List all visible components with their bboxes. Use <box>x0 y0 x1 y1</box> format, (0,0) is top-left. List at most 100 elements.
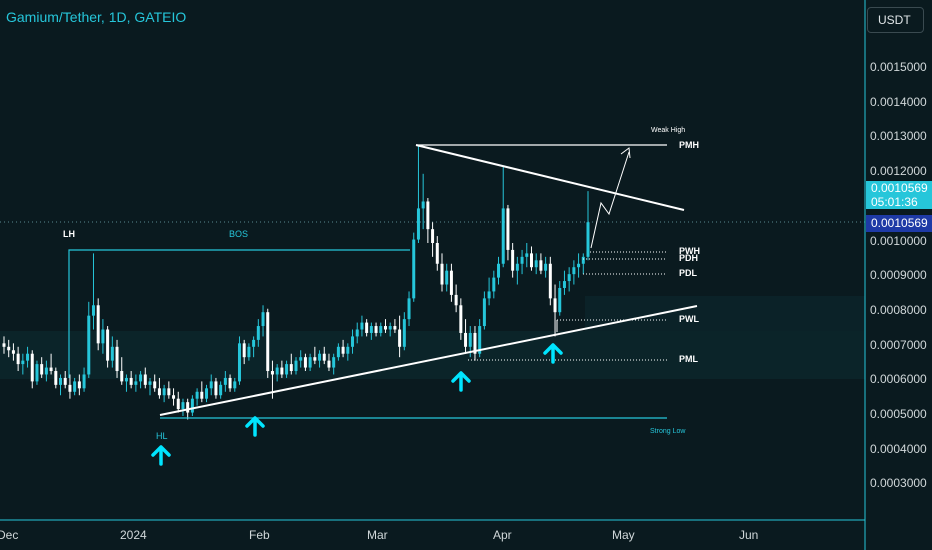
candle-body <box>525 253 529 257</box>
candle-body <box>435 243 439 264</box>
projected-path-arrowhead <box>620 147 631 159</box>
candle-body <box>327 360 331 368</box>
candle-body <box>205 388 209 399</box>
candle-body <box>101 329 105 344</box>
candle-body <box>318 353 322 361</box>
label-hl: HL <box>156 431 168 441</box>
candle-body <box>544 263 548 271</box>
price-tick: 0.0008000 <box>870 303 927 317</box>
last-price-value: 0.0010569 <box>871 181 928 195</box>
candle-body <box>77 381 81 389</box>
price-tick: 0.0005000 <box>870 407 927 421</box>
candle-body <box>586 222 590 257</box>
candle-body <box>54 371 58 385</box>
candle-body <box>21 360 25 365</box>
candle-body <box>280 367 284 375</box>
currency-selector[interactable]: USDT <box>867 7 924 33</box>
candle-body <box>172 395 176 399</box>
candle-body <box>421 201 425 209</box>
crosshair-price-badge: 0.0010569 <box>866 215 932 232</box>
candle-body <box>464 332 468 347</box>
candle-body <box>186 402 190 413</box>
candle-body <box>143 374 147 385</box>
candle-body <box>270 371 274 375</box>
candle-body <box>393 326 397 330</box>
time-tick: Mar <box>367 528 388 542</box>
time-tick: May <box>612 528 635 542</box>
time-tick: Feb <box>249 528 270 542</box>
candle-body <box>520 256 524 264</box>
candle-body <box>355 329 359 337</box>
label-lh: LH <box>63 229 75 239</box>
price-tick: 0.0004000 <box>870 442 927 456</box>
candle-body <box>16 353 20 365</box>
candle-body <box>285 364 289 375</box>
time-tick: Apr <box>493 528 512 542</box>
candle-body <box>139 374 143 382</box>
up-arrow-icon <box>245 416 265 437</box>
candle-body <box>219 384 223 396</box>
price-tick: 0.0014000 <box>870 95 927 109</box>
candle-body <box>341 346 345 354</box>
candle-body <box>228 377 232 389</box>
candle-body <box>445 270 449 285</box>
candle-body <box>261 312 265 327</box>
candle-body <box>379 326 383 333</box>
candle-body <box>275 367 279 375</box>
candle-body <box>346 346 350 354</box>
candle-body <box>44 367 48 375</box>
candle-body <box>374 326 378 333</box>
candle-body <box>572 267 576 275</box>
candle-body <box>360 322 364 330</box>
candle-body <box>473 332 477 354</box>
label-pmh: PMH <box>679 140 699 150</box>
candle-body <box>388 326 392 330</box>
candle-body <box>73 381 77 392</box>
label-strong-low: Strong Low <box>650 428 686 435</box>
chart-title: Gamium/Tether, 1D, GATEIO <box>6 9 187 25</box>
candle-body <box>412 239 416 299</box>
up-arrow-icon <box>451 371 471 392</box>
candle-body <box>501 208 505 264</box>
candle-body <box>426 201 430 230</box>
candle-body <box>482 298 486 327</box>
candle-body <box>96 305 100 344</box>
candle-body <box>63 377 67 385</box>
candle-body <box>289 364 293 372</box>
candle-body <box>68 384 72 392</box>
candle-body <box>190 398 194 413</box>
candle-body <box>106 329 110 361</box>
candle-body <box>548 263 552 299</box>
candle-body <box>299 357 303 361</box>
candle-body <box>40 364 44 375</box>
ascending-trendline <box>159 305 698 416</box>
candle-body <box>562 281 566 288</box>
candle-body <box>511 249 515 271</box>
price-tick: 0.0010000 <box>870 234 927 248</box>
candle-body <box>124 377 128 382</box>
price-tick: 0.0007000 <box>870 338 927 352</box>
candle-body <box>181 402 185 410</box>
descending-trendline <box>415 144 685 211</box>
candle-body <box>266 312 270 372</box>
bar-countdown: 05:01:36 <box>871 195 918 209</box>
candle-body <box>515 263 519 271</box>
candle-body <box>87 315 91 375</box>
price-tick: 0.0003000 <box>870 476 927 490</box>
label-bos: BOS <box>229 229 249 239</box>
candle-body <box>407 298 411 320</box>
projected-path <box>590 151 630 249</box>
time-tick: 2024 <box>120 528 147 542</box>
candle-body <box>431 229 435 243</box>
candle-body <box>110 346 114 361</box>
candle-body <box>383 326 387 330</box>
last-price-badge: 0.0010569 05:01:36 <box>866 181 932 209</box>
candle-body <box>30 353 34 382</box>
candle-body <box>82 374 86 389</box>
price-tick: 0.0015000 <box>870 60 927 74</box>
candle-body <box>148 381 152 385</box>
candle-body <box>454 294 458 306</box>
label-pdl: PDL <box>679 268 697 278</box>
candle-body <box>200 391 204 399</box>
